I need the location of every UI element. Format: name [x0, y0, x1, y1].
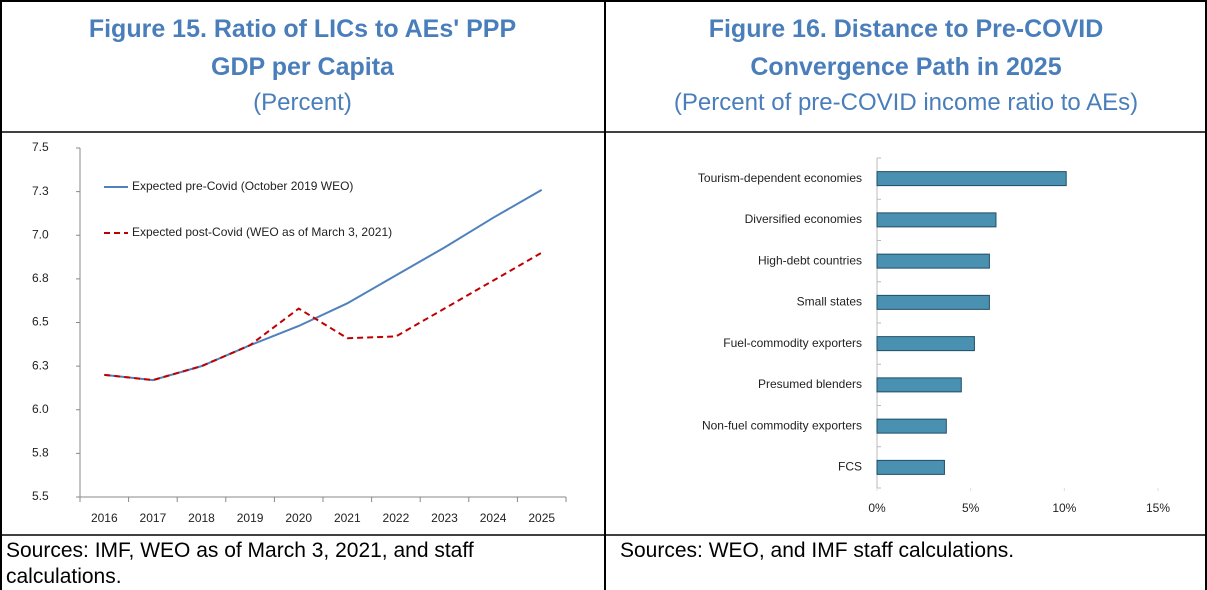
- x-tick-label: 2017: [140, 511, 167, 525]
- x-tick-label: 2024: [480, 511, 507, 525]
- series-line: [104, 189, 543, 382]
- y-tick-label: 5.8: [32, 446, 49, 460]
- y-tick-label: 7.5: [32, 140, 49, 154]
- legend-label: Expected post-Covid (WEO as of March 3, …: [132, 225, 392, 239]
- y-tick-label: FCS: [838, 460, 862, 474]
- y-tick-label: 6.8: [32, 271, 49, 285]
- y-tick-label: Diversified economies: [745, 212, 862, 226]
- x-tick-label: 2023: [431, 511, 458, 525]
- x-tick-label: 15%: [1146, 501, 1170, 515]
- x-tick-label: 2016: [91, 511, 118, 525]
- subtitle: (Percent of pre-COVID income ratio to AE…: [673, 89, 1139, 116]
- title: Figure 15. Ratio of LICs to AEs' PPP GDP…: [88, 15, 517, 81]
- x-tick-label: 2018: [188, 511, 215, 525]
- bar: [876, 294, 990, 310]
- bar: [876, 253, 990, 269]
- bar: [876, 171, 1067, 187]
- y-tick-label: Small states: [797, 295, 862, 309]
- y-tick-label: 6.0: [32, 402, 49, 416]
- x-tick-label: 10%: [1052, 501, 1076, 515]
- y-tick-label: 6.5: [32, 315, 49, 329]
- y-tick-label: 7.3: [32, 184, 49, 198]
- x-tick-label: 5%: [962, 501, 980, 515]
- legend-label: Expected pre-Covid (October 2019 WEO): [132, 179, 353, 193]
- series-line: [104, 251, 543, 382]
- header: Figure 16. Distance to Pre-COVID Converg…: [605, 0, 1207, 120]
- title: Figure 16. Distance to Pre-COVID Converg…: [708, 15, 1104, 81]
- bar: [876, 377, 962, 393]
- bar: [876, 459, 945, 475]
- y-tick-label: Non-fuel commodity exporters: [702, 418, 862, 432]
- source: Sources: IMF, WEO as of March 3, 2021, a…: [6, 539, 474, 588]
- bar: [876, 212, 997, 228]
- subtitle: (Percent): [253, 89, 352, 116]
- y-tick-label: High-debt countries: [758, 253, 862, 267]
- x-tick-label: 2020: [285, 511, 312, 525]
- bar: [876, 418, 947, 434]
- y-tick-label: Fuel-commodity exporters: [723, 336, 862, 350]
- x-tick-label: 2021: [334, 511, 361, 525]
- y-tick-label: Presumed blenders: [758, 377, 862, 391]
- source: Sources: WEO, and IMF staff calculations…: [620, 539, 1015, 562]
- header: Figure 15. Ratio of LICs to AEs' PPP GDP…: [0, 0, 605, 120]
- y-tick-label: 7.0: [32, 227, 49, 241]
- x-tick-label: 2025: [528, 511, 555, 525]
- y-tick-label: Tourism-dependent economies: [698, 171, 862, 185]
- bar: [876, 336, 975, 352]
- x-tick-label: 0%: [868, 501, 886, 515]
- x-tick-label: 2022: [383, 511, 410, 525]
- x-tick-label: 2019: [237, 511, 264, 525]
- y-tick-label: 5.5: [32, 489, 49, 503]
- y-tick-label: 6.3: [32, 358, 49, 372]
